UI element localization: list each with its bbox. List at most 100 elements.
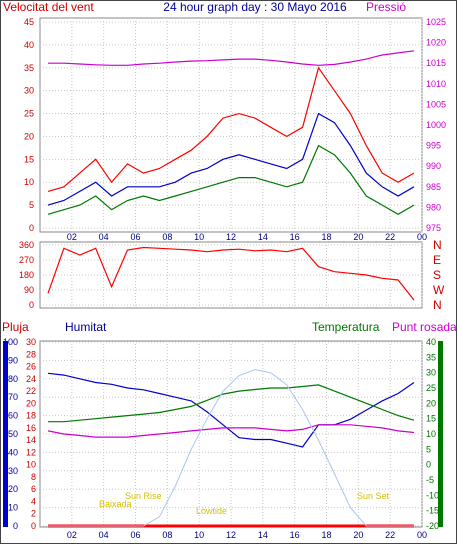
- y-tick-label: 980: [426, 202, 441, 212]
- y-tick-label: 4: [31, 496, 36, 506]
- y-tick-label: 40: [8, 447, 18, 457]
- wind-y-ticks: 0 5 10 15 20 25 30 35 40 45: [24, 17, 34, 233]
- y-tick-label: 35: [24, 63, 34, 73]
- compass-label: N: [433, 298, 442, 312]
- y-tick-label: 45: [24, 17, 34, 27]
- rain-label: Pluja: [2, 320, 29, 334]
- y-tick-label: 180: [19, 270, 34, 280]
- y-tick-label: 20: [24, 131, 34, 141]
- low-tide-label: Baixada: [99, 499, 132, 509]
- sunrise-label: Sun Rise: [125, 491, 162, 501]
- y-tick-label: 30: [426, 368, 436, 378]
- x-tick-label: 10: [194, 530, 204, 540]
- y-tick-label: 90: [24, 285, 34, 295]
- x-tick-label: 04: [99, 232, 109, 242]
- y-tick-label: 2: [31, 509, 36, 519]
- y-tick-label: 12: [26, 447, 36, 457]
- humidity-label: Humitat: [65, 320, 107, 334]
- dewpoint-label: Punt rosada: [392, 320, 457, 334]
- x-tick-label: 12: [226, 530, 236, 540]
- x-tick-label: 06: [130, 232, 140, 242]
- x-tick-label: 14: [258, 530, 268, 540]
- y-tick-label: 20: [8, 484, 18, 494]
- chart-title: 24 hour graph day : 30 Mayo 2016: [163, 0, 347, 14]
- y-tick-label: 990: [426, 161, 441, 171]
- y-tick-label: 0: [13, 521, 18, 531]
- y-tick-label: 40: [24, 40, 34, 50]
- temperature-line: [48, 384, 415, 423]
- y-tick-label: 0: [31, 521, 36, 531]
- x-tick-label: 02: [67, 530, 77, 540]
- compass-label: N: [433, 238, 442, 252]
- wind-average-line: [47, 112, 415, 206]
- y-tick-label: 25: [426, 383, 436, 393]
- x-tick-label: 08: [162, 530, 172, 540]
- y-tick-label: 15: [426, 414, 436, 424]
- humidity-panel: Pluja Humitat Temperatura Punt rosada 0 1…: [2, 320, 457, 540]
- y-tick-label: 270: [19, 255, 34, 265]
- y-tick-label: -10: [426, 490, 439, 500]
- y-tick-label: 30: [26, 337, 36, 347]
- x-tick-label: 10: [194, 232, 204, 242]
- x-tick-label: 22: [385, 530, 395, 540]
- x-tick-label: 06: [130, 530, 140, 540]
- y-tick-label: 6: [31, 484, 36, 494]
- compass-label: S: [433, 268, 441, 282]
- x-tick-label: 18: [321, 530, 331, 540]
- pressure-label: Pressió: [366, 0, 406, 14]
- y-tick-label: 80: [8, 374, 18, 384]
- direction-series: [47, 246, 415, 301]
- y-tick-label: 30: [8, 466, 18, 476]
- y-tick-label: 60: [8, 411, 18, 421]
- y-tick-label: 35: [426, 352, 436, 362]
- y-tick-label: 22: [26, 386, 36, 396]
- lowtide-label: Lowtide: [196, 506, 227, 516]
- y-tick-label: 1020: [426, 38, 446, 48]
- y-tick-label: 24: [26, 374, 36, 384]
- temperature-axis-bar: [438, 341, 443, 527]
- y-tick-label: 10: [26, 460, 36, 470]
- y-tick-label: 1025: [426, 17, 446, 27]
- y-tick-label: 50: [8, 429, 18, 439]
- y-tick-label: 8: [31, 472, 36, 482]
- y-tick-label: 28: [26, 349, 36, 359]
- y-tick-label: 360: [19, 240, 34, 250]
- direction-grid: [40, 242, 423, 308]
- y-tick-label: 90: [8, 355, 18, 365]
- x-tick-label: 00: [417, 530, 427, 540]
- y-tick-label: 10: [24, 177, 34, 187]
- compass-label: E: [433, 253, 441, 267]
- y-tick-label: 5: [29, 200, 34, 210]
- pressure-line: [48, 50, 415, 66]
- y-tick-label: -20: [426, 521, 439, 531]
- y-tick-label: 20: [26, 398, 36, 408]
- rain-y-ticks: 0 10 20 30 40 50 60 70 80 90 100: [3, 337, 18, 531]
- y-tick-label: 20: [426, 398, 436, 408]
- y-tick-label: 0: [29, 223, 34, 233]
- temperature-label: Temperatura: [312, 320, 380, 334]
- x-tick-label: 18: [321, 232, 331, 242]
- wind-speed-label: Velocitat del vent: [3, 0, 94, 14]
- y-tick-label: 10: [426, 429, 436, 439]
- y-tick-label: 26: [26, 362, 36, 372]
- y-tick-label: -15: [426, 506, 439, 516]
- y-tick-label: 10: [8, 503, 18, 513]
- y-tick-label: 5: [426, 444, 431, 454]
- dewpoint-line: [47, 424, 415, 438]
- wind-gust-line: [47, 66, 415, 192]
- x-tick-label: 16: [290, 232, 300, 242]
- y-tick-label: 18: [26, 411, 36, 421]
- x-tick-label: 14: [258, 232, 268, 242]
- x-tick-label: 04: [99, 530, 109, 540]
- y-tick-label: 100: [3, 337, 18, 347]
- pressure-y-ticks: 975 980 985 990 995 1000 1005 1010 1015 1020 1025: [426, 17, 446, 233]
- y-tick-label: 0: [426, 460, 431, 470]
- humidity-x-ticks: 02 04 06 08 10 12 14 16 18 20 22 00: [67, 530, 427, 540]
- direction-y-ticks: 0 90 180 270 360: [19, 240, 34, 310]
- y-tick-label: 70: [8, 392, 18, 402]
